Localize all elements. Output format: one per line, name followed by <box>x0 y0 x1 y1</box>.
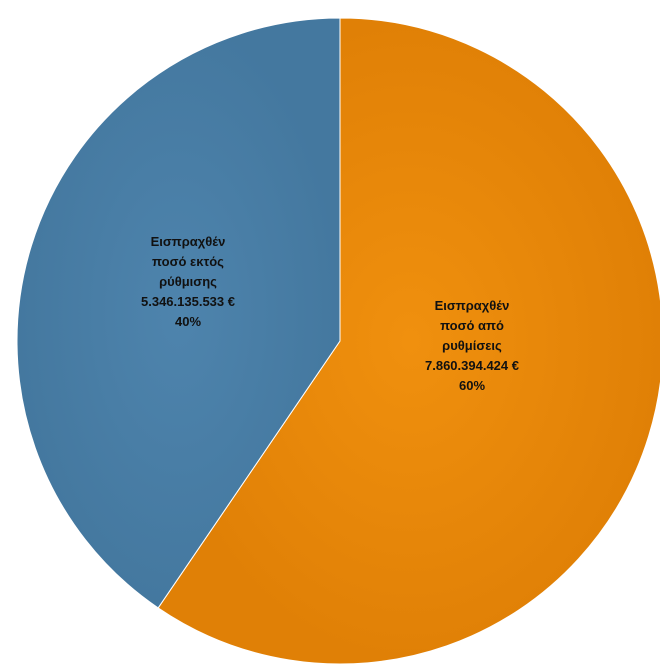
pie-slice-1 <box>16 17 341 609</box>
slice-label-collected-outside-arrangement: Εισπραχθέν ποσό εκτός ρύθμισης 5.346.135… <box>88 232 288 332</box>
slice-0-value: 7.860.394.424 € <box>425 358 519 373</box>
pie-slices <box>16 17 660 665</box>
slice-1-line-2: ποσό εκτός <box>152 254 224 269</box>
slice-0-line-3: ρυθμίσεις <box>442 338 502 353</box>
slice-0-line-2: ποσό από <box>440 318 504 333</box>
slice-1-line-3: ρύθμισης <box>159 274 217 289</box>
slice-1-value: 5.346.135.533 € <box>141 294 235 309</box>
slice-0-line-1: Εισπραχθέν <box>434 298 510 313</box>
slice-1-line-1: Εισπραχθέν <box>150 234 226 249</box>
pie-slice-0 <box>157 17 660 665</box>
slice-label-collected-from-arrangements: Εισπραχθέν ποσό από ρυθμίσεις 7.860.394.… <box>372 296 572 396</box>
slice-0-percent: 60% <box>458 378 486 393</box>
slice-1-percent: 40% <box>174 314 202 329</box>
